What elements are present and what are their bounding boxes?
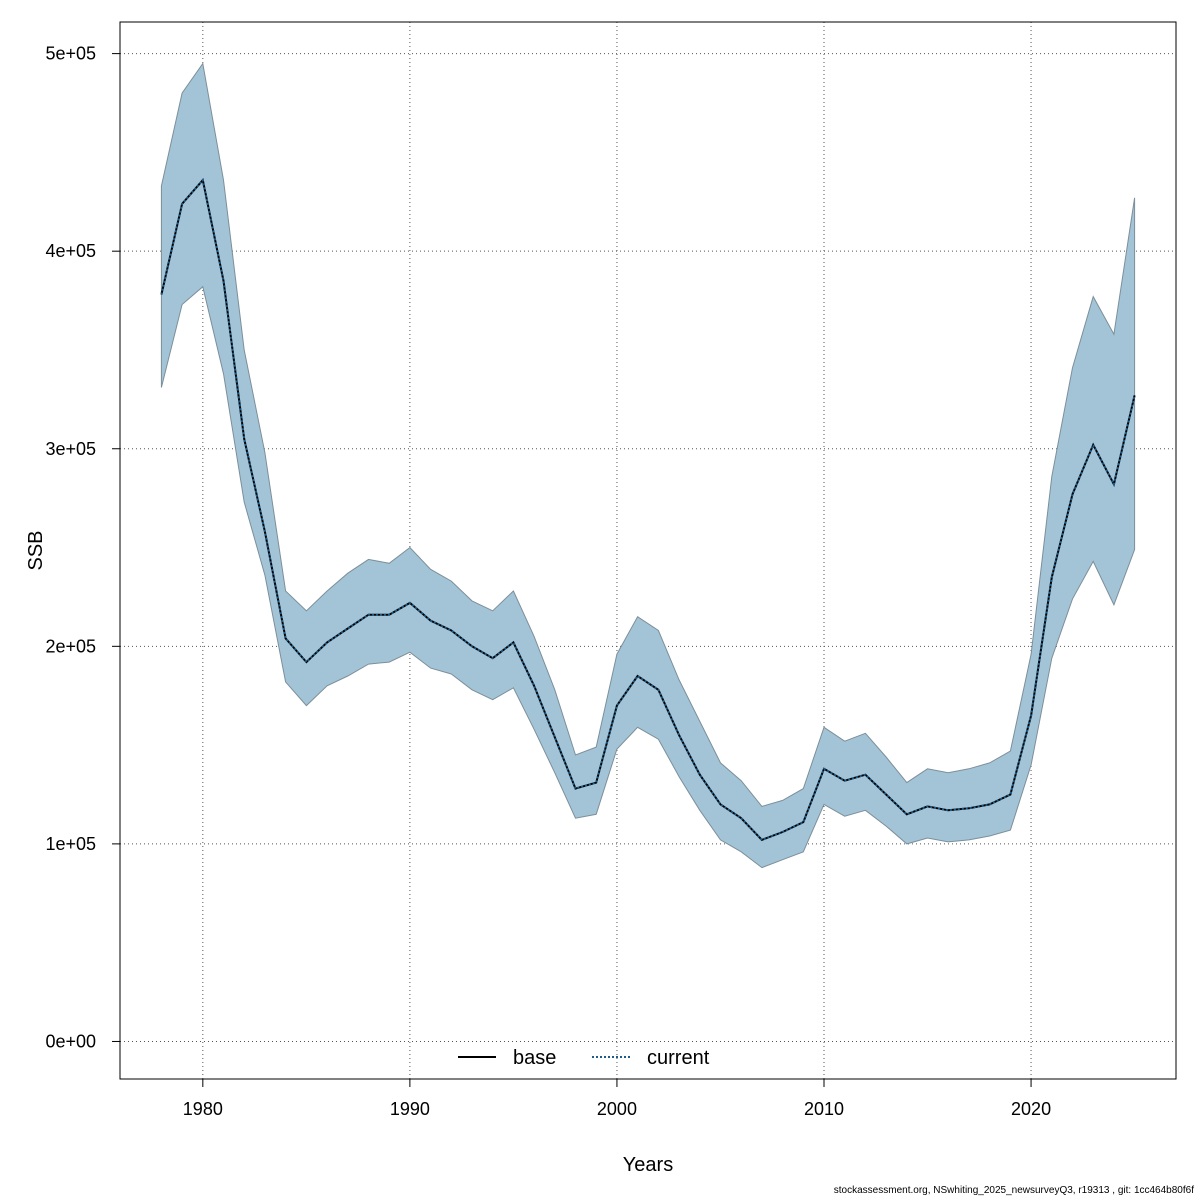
y-tick-label: 5e+05 bbox=[45, 44, 96, 64]
x-tick-label: 2000 bbox=[597, 1099, 637, 1119]
y-tick-label: 1e+05 bbox=[45, 834, 96, 854]
grid-lines bbox=[120, 22, 1176, 1079]
y-tick-label: 4e+05 bbox=[45, 241, 96, 261]
series-lines bbox=[160, 177, 1136, 842]
footer-credit: stockassessment.org, NSwhiting_2025_news… bbox=[833, 1185, 1194, 1196]
series-line-current bbox=[160, 177, 1136, 842]
series-line-base bbox=[160, 177, 1136, 842]
y-axis-title: SSB bbox=[25, 530, 47, 570]
plot-frame bbox=[119, 21, 1177, 1080]
y-tick-label: 0e+00 bbox=[45, 1031, 96, 1051]
x-tick-label: 2020 bbox=[1011, 1099, 1051, 1119]
x-axis-title: Years bbox=[623, 1154, 673, 1176]
y-axis: 0e+00 1e+05 2e+05 3e+05 4e+05 5e+05 bbox=[45, 44, 120, 1051]
confidence-band bbox=[160, 62, 1136, 869]
legend: base current bbox=[458, 1047, 710, 1069]
x-tick-label: 2010 bbox=[804, 1099, 844, 1119]
legend-label-base: base bbox=[513, 1047, 556, 1069]
x-axis: 1980 1990 2000 2010 2020 bbox=[183, 1079, 1051, 1119]
y-tick-label: 3e+05 bbox=[45, 439, 96, 459]
legend-label-current: current bbox=[647, 1047, 710, 1069]
y-tick-label: 2e+05 bbox=[45, 636, 96, 656]
x-tick-label: 1990 bbox=[390, 1099, 430, 1119]
x-tick-label: 1980 bbox=[183, 1099, 223, 1119]
